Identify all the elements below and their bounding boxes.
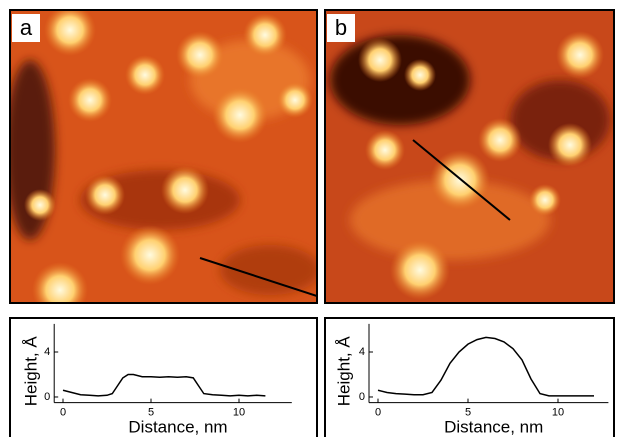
stm-image-a <box>10 10 317 303</box>
y-tick-label: 4 <box>359 346 365 358</box>
panel-label: a <box>20 15 33 40</box>
frame <box>324 9 615 304</box>
profile-line <box>62 373 266 397</box>
x-tick-label: 0 <box>60 407 66 419</box>
y-tick-label: 0 <box>44 391 50 403</box>
x-tick-label: 10 <box>552 407 564 419</box>
frame <box>9 9 318 304</box>
x-tick-label: 0 <box>375 407 381 419</box>
plot-frame <box>324 317 615 437</box>
x-tick-label: 5 <box>465 407 471 419</box>
x-tick-label: 10 <box>233 407 245 419</box>
y-tick-label: 0 <box>359 391 365 403</box>
label-box <box>327 14 355 42</box>
y-axis-label: Height, Å <box>21 336 40 407</box>
stm-image-b <box>325 10 614 303</box>
label-box <box>12 14 40 42</box>
x-tick-label: 5 <box>148 407 154 419</box>
panel-label: b <box>335 15 347 40</box>
y-tick-label: 4 <box>44 346 50 358</box>
y-axis-label: Height, Å <box>334 336 353 407</box>
plot-frame <box>9 317 318 437</box>
x-axis-label: Distance, nm <box>128 417 227 436</box>
x-axis-label: Distance, nm <box>444 417 543 436</box>
profile-line <box>377 336 594 397</box>
